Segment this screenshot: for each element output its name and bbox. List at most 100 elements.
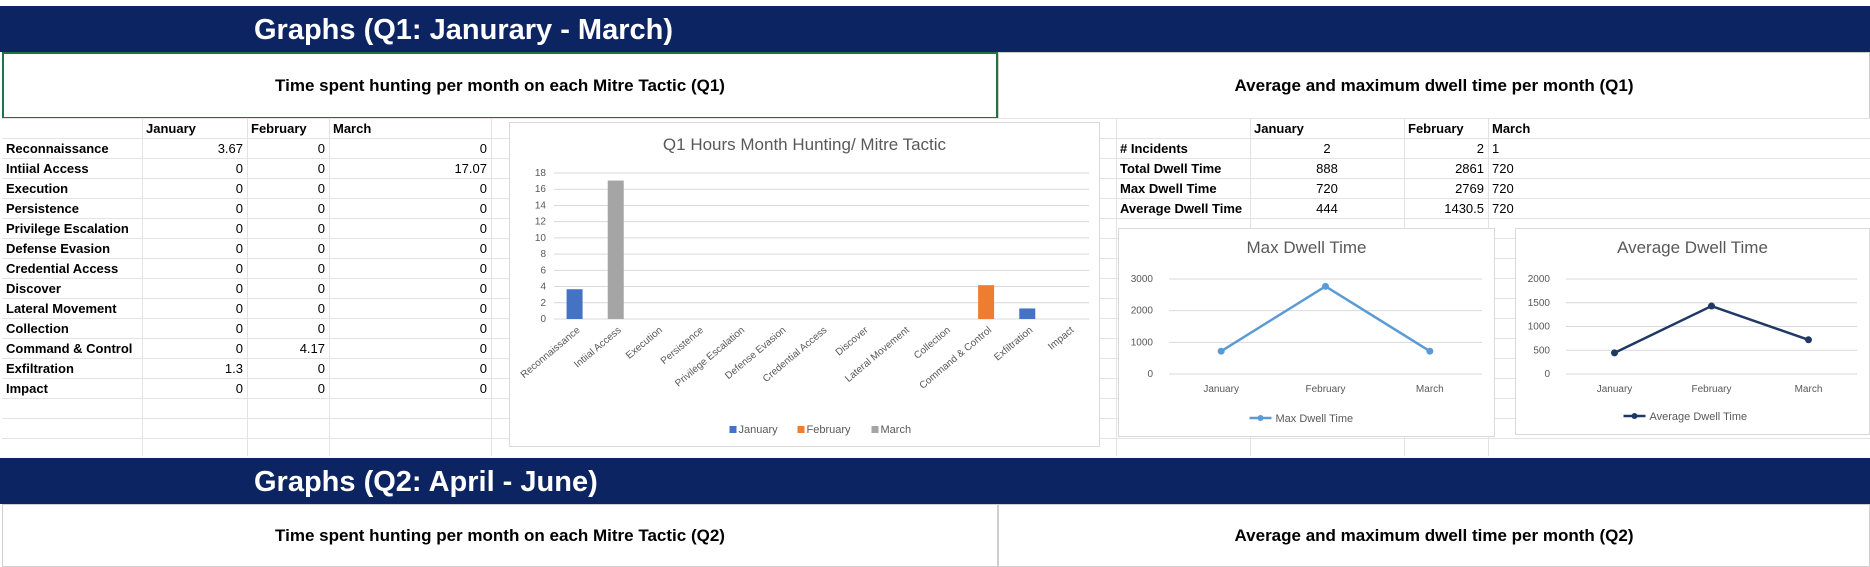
q1-right-heading-cell[interactable]: Average and maximum dwell time per month… [998, 52, 1870, 119]
chart-title: Q1 Hours Month Hunting/ Mitre Tactic [663, 135, 947, 154]
q1-left-heading-cell[interactable]: Time spent hunting per month on each Mit… [2, 52, 998, 119]
value-cell[interactable]: 0 [235, 340, 243, 356]
max-dwell-line-chart[interactable]: Max Dwell Time 0 1000 2000 3000 January Februa… [1118, 228, 1495, 437]
value-cell[interactable]: 720 [1492, 160, 1514, 176]
value-cell[interactable]: 0 [317, 280, 325, 296]
value-cell[interactable]: 888 [1316, 160, 1338, 176]
tactic-cell[interactable]: Reconnaissance [6, 140, 109, 156]
value-cell[interactable]: 0 [479, 380, 487, 396]
value-cell[interactable]: 0 [479, 200, 487, 216]
value-cell[interactable]: 0 [235, 320, 243, 336]
value-cell[interactable]: 720 [1492, 200, 1514, 216]
value-cell[interactable]: 0 [317, 260, 325, 276]
tactic-cell[interactable]: Lateral Movement [6, 300, 117, 316]
tactic-cell[interactable]: Intiial Access [6, 160, 89, 176]
value-cell[interactable]: 0 [235, 200, 243, 216]
value-cell[interactable]: 0 [317, 380, 325, 396]
table-row: Impact 0 0 0 [2, 378, 491, 398]
tactic-cell[interactable]: Credential Access [6, 260, 119, 276]
value-cell[interactable]: 0 [479, 360, 487, 376]
value-cell[interactable]: 0 [479, 180, 487, 196]
tactic-cell[interactable]: Command & Control [6, 340, 133, 356]
value-cell[interactable]: 0 [235, 300, 243, 316]
dwell-col-january[interactable]: January [1254, 120, 1304, 136]
value-cell[interactable]: 0 [317, 140, 325, 156]
value-cell[interactable]: 1430.5 [1444, 200, 1484, 216]
q2-left-heading-text: Time spent hunting per month on each Mit… [275, 525, 725, 545]
x-tick-label: Privilege Escalation [673, 325, 747, 390]
y-tick-label: 6 [540, 265, 546, 276]
x-tick-label: March [1795, 384, 1823, 395]
value-cell[interactable]: 2861 [1455, 160, 1484, 176]
metric-cell[interactable]: Max Dwell Time [1120, 180, 1217, 196]
value-cell[interactable]: 0 [317, 200, 325, 216]
value-cell[interactable]: 720 [1492, 180, 1514, 196]
value-cell[interactable]: 0 [235, 260, 243, 276]
value-cell[interactable]: 0 [479, 340, 487, 356]
y-tick-label: 0 [1147, 369, 1153, 380]
grid-col-line [329, 118, 330, 456]
metric-cell[interactable]: Average Dwell Time [1120, 200, 1243, 216]
value-cell[interactable]: 0 [479, 220, 487, 236]
tactic-cell[interactable]: Persistence [6, 200, 79, 216]
bar-january [566, 289, 583, 319]
value-cell[interactable]: 0 [317, 160, 325, 176]
value-cell[interactable]: 0 [235, 180, 243, 196]
q1-band-title: Graphs (Q1: Janurary - March) [254, 14, 673, 46]
q2-right-heading-cell[interactable]: Average and maximum dwell time per month… [998, 504, 1870, 567]
value-cell[interactable]: 720 [1316, 180, 1338, 196]
value-cell[interactable]: 2 [1476, 140, 1484, 156]
value-cell[interactable]: 0 [479, 280, 487, 296]
value-cell[interactable]: 0 [235, 160, 243, 176]
value-cell[interactable]: 0 [235, 380, 243, 396]
dwell-col-february[interactable]: February [1408, 120, 1464, 136]
value-cell[interactable]: 4.17 [299, 340, 325, 356]
value-cell[interactable]: 17.07 [454, 160, 487, 176]
table-row: Persistence 0 0 0 [2, 198, 491, 218]
dwell-col-march[interactable]: March [1492, 120, 1531, 136]
table-row: Defense Evasion 0 0 0 [2, 238, 491, 258]
value-cell[interactable]: 0 [235, 240, 243, 256]
value-cell[interactable]: 1 [1492, 140, 1500, 156]
hunting-col-january[interactable]: January [146, 120, 196, 136]
value-cell[interactable]: 0 [235, 280, 243, 296]
tactic-cell[interactable]: Execution [6, 180, 69, 196]
hunting-bar-chart[interactable]: Q1 Hours Month Hunting/ Mitre Tactic 0 2 4 6… [509, 122, 1100, 447]
data-point [1805, 336, 1812, 344]
value-cell[interactable]: 2 [1323, 140, 1331, 156]
value-cell[interactable]: 0 [317, 180, 325, 196]
tactic-cell[interactable]: Privilege Escalation [6, 220, 129, 236]
legend-swatch [729, 426, 737, 433]
value-cell[interactable]: 0 [479, 260, 487, 276]
value-cell[interactable]: 0 [317, 240, 325, 256]
q2-left-heading-cell[interactable]: Time spent hunting per month on each Mit… [2, 504, 998, 567]
data-point [1611, 349, 1618, 357]
avg-dwell-line-chart[interactable]: Average Dwell Time 0 500 1000 1500 2000 Januar… [1515, 228, 1870, 435]
tactic-cell[interactable]: Discover [6, 280, 61, 296]
value-cell[interactable]: 0 [317, 220, 325, 236]
value-cell[interactable]: 0 [235, 220, 243, 236]
value-cell[interactable]: 0 [317, 360, 325, 376]
table-row: Credential Access 0 0 0 [2, 258, 491, 278]
table-row: Max Dwell Time 720 2769 720 [1116, 178, 1568, 198]
tactic-cell[interactable]: Exfiltration [6, 360, 74, 376]
y-tick-label: 4 [540, 282, 546, 293]
value-cell[interactable]: 2769 [1455, 180, 1484, 196]
tactic-cell[interactable]: Collection [6, 320, 69, 336]
hunting-col-march[interactable]: March [333, 120, 372, 136]
value-cell[interactable]: 0 [479, 240, 487, 256]
tactic-cell[interactable]: Defense Evasion [6, 240, 111, 256]
metric-cell[interactable]: Total Dwell Time [1120, 160, 1222, 176]
value-cell[interactable]: 0 [479, 140, 487, 156]
value-cell[interactable]: 0 [479, 300, 487, 316]
value-cell[interactable]: 444 [1316, 200, 1338, 216]
value-cell[interactable]: 0 [317, 300, 325, 316]
y-tick-label: 2000 [1528, 274, 1551, 285]
metric-cell[interactable]: # Incidents [1120, 140, 1188, 156]
tactic-cell[interactable]: Impact [6, 380, 48, 396]
value-cell[interactable]: 1.3 [224, 360, 243, 376]
hunting-col-february[interactable]: February [251, 120, 307, 136]
value-cell[interactable]: 0 [479, 320, 487, 336]
value-cell[interactable]: 0 [317, 320, 325, 336]
value-cell[interactable]: 3.67 [217, 140, 243, 156]
